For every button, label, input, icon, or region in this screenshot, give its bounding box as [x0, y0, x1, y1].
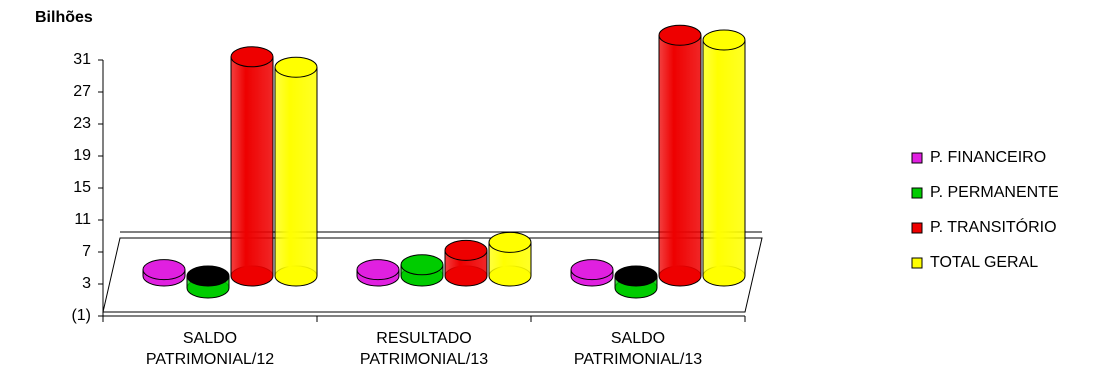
bar-top	[400, 254, 444, 276]
legend-label: P. FINANCEIRO	[930, 149, 1046, 166]
bar	[659, 35, 701, 277]
bar	[703, 40, 745, 276]
y-tick-label: 19	[73, 147, 91, 164]
legend-label: P. TRANSITÓRIO	[930, 217, 1057, 236]
bar-top	[142, 259, 186, 281]
bar-top	[702, 29, 746, 51]
bar-top	[356, 259, 400, 281]
x-tick-label: RESULTADO PATRIMONIAL/13	[359, 330, 489, 368]
bar-top	[274, 56, 318, 78]
bar-top	[230, 46, 274, 68]
y-tick-label: 15	[73, 179, 91, 196]
legend-swatch	[911, 187, 923, 199]
bar-top	[488, 231, 532, 253]
x-tick-label: SALDO PATRIMONIAL/13	[573, 330, 703, 368]
bar-top	[444, 239, 488, 261]
bar-top	[614, 265, 658, 287]
y-axis-label: Bilhões	[35, 9, 93, 26]
legend-label: TOTAL GERAL	[930, 254, 1038, 271]
legend-swatch	[911, 257, 923, 269]
bar	[231, 56, 273, 276]
y-tick-label: 3	[82, 275, 91, 292]
y-tick-label: 7	[82, 243, 91, 260]
y-tick-label: 31	[73, 51, 91, 68]
bar-top	[186, 265, 230, 287]
bar	[275, 67, 317, 276]
legend-swatch	[911, 222, 923, 234]
legend-label: P. PERMANENTE	[930, 184, 1059, 201]
bar-top	[570, 259, 614, 281]
y-tick-label: (1)	[71, 307, 91, 324]
legend-swatch	[911, 152, 923, 164]
y-tick-label: 11	[74, 211, 91, 228]
y-tick-label: 23	[73, 115, 91, 132]
bar-top	[658, 24, 702, 46]
x-tick-label: SALDO PATRIMONIAL/12	[145, 330, 275, 368]
floor	[102, 237, 763, 313]
y-tick-label: 27	[73, 83, 91, 100]
